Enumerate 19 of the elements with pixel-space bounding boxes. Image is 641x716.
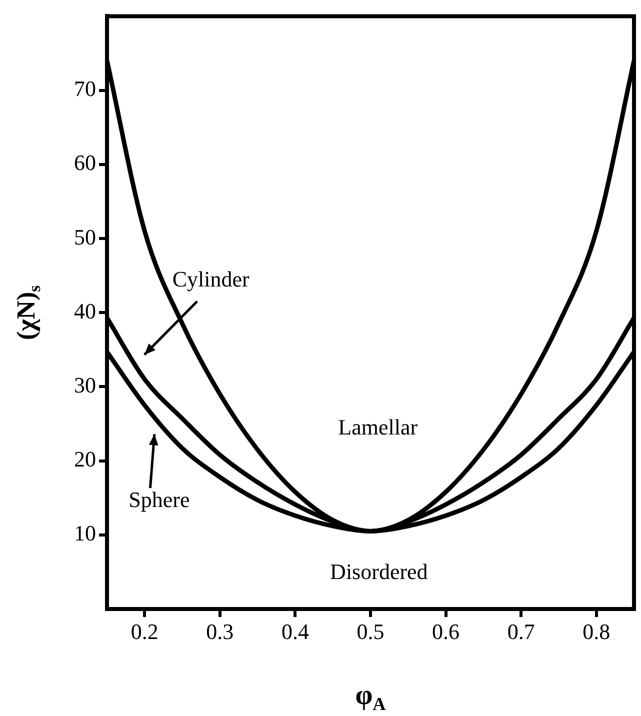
y-tick-label: 70 (74, 76, 96, 102)
x-tick-label: 0.7 (507, 618, 535, 644)
y-axis-title: (χN)s (12, 284, 44, 340)
annotation: Lamellar (338, 414, 418, 440)
annotation: Sphere (128, 486, 190, 512)
annotation: Cylinder (172, 266, 250, 292)
y-tick-label: 50 (74, 224, 96, 250)
x-tick-label: 0.6 (432, 618, 460, 644)
y-tick-label: 10 (74, 520, 96, 546)
x-tick-label: 0.2 (130, 618, 158, 644)
annotation: Disordered (330, 559, 428, 584)
y-tick-label: 60 (74, 150, 96, 176)
y-tick-label: 30 (74, 372, 96, 398)
x-tick-label: 0.3 (206, 618, 234, 644)
x-tick-label: 0.4 (281, 618, 309, 644)
y-tick-label: 20 (74, 446, 96, 472)
x-tick-label: 0.5 (356, 618, 384, 644)
x-tick-label: 0.8 (582, 618, 610, 644)
y-tick-label: 40 (74, 298, 96, 324)
